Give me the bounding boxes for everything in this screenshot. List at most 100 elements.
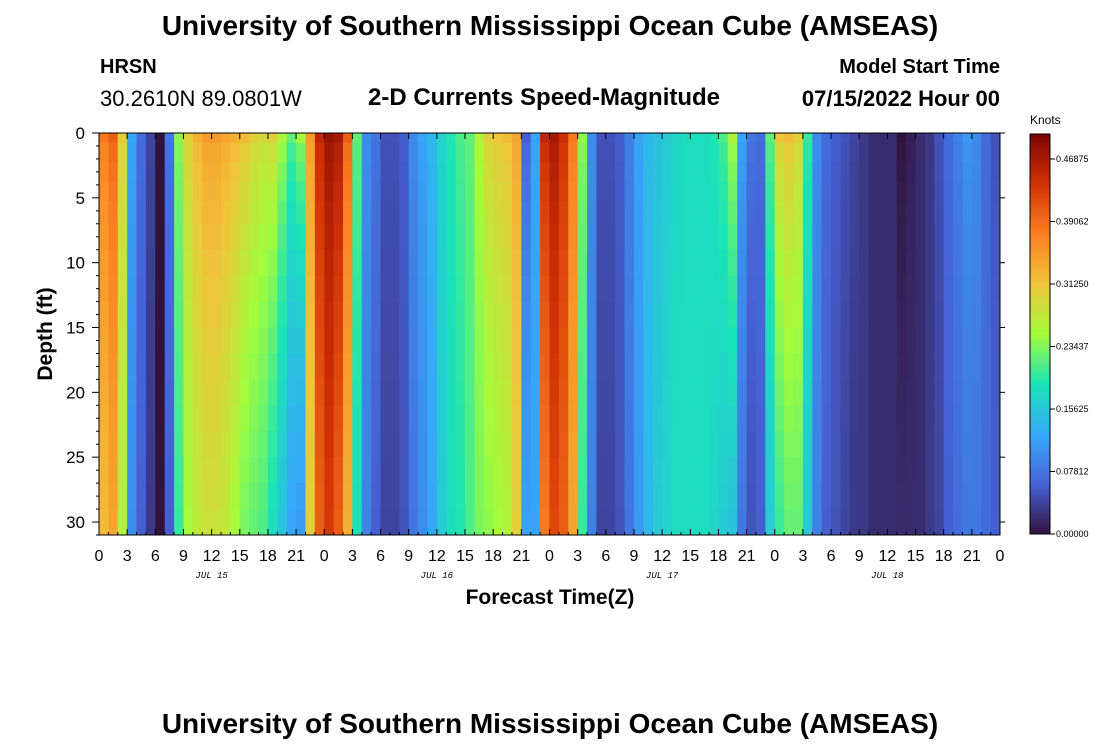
heatmap-cell (540, 133, 550, 143)
x-tick-label: 21 (738, 548, 756, 565)
heatmap-cell (268, 483, 278, 509)
heatmap-cell (765, 431, 775, 457)
heatmap-cell (427, 302, 437, 328)
heatmap-cell (690, 328, 700, 354)
heatmap-cell (878, 483, 888, 509)
heatmap-cell (531, 457, 541, 483)
heatmap-cell (512, 328, 522, 354)
y-axis-label: Depth (ft) (34, 287, 57, 380)
heatmap-cell (259, 328, 269, 354)
heatmap-cell (146, 182, 156, 202)
heatmap-cell (972, 405, 982, 431)
heatmap-cell (362, 379, 372, 405)
heatmap-cell (596, 250, 606, 276)
heatmap-cell (840, 182, 850, 202)
heatmap-cell (625, 143, 635, 163)
heatmap-cell (690, 457, 700, 483)
heatmap-cell (165, 431, 175, 457)
heatmap-cell (118, 379, 128, 405)
heatmap-cell (259, 509, 269, 535)
y-tick-label: 15 (66, 319, 85, 338)
heatmap-cell (230, 483, 240, 509)
heatmap-cell (972, 224, 982, 250)
heatmap-cell (831, 276, 841, 302)
heatmap-cell (672, 483, 682, 509)
heatmap-cell (362, 162, 372, 182)
heatmap-cell (343, 457, 353, 483)
heatmap-cell (653, 457, 663, 483)
heatmap-cell (371, 143, 381, 163)
heatmap-cell (427, 143, 437, 163)
heatmap-cell (418, 162, 428, 182)
heatmap-cell (193, 201, 203, 224)
heatmap-cell (212, 250, 222, 276)
heatmap-cell (747, 302, 757, 328)
heatmap-cell (183, 182, 193, 202)
heatmap-cell (822, 182, 832, 202)
heatmap-cell (381, 224, 391, 250)
y-tick-label: 10 (66, 254, 85, 273)
heatmap-cell (681, 379, 691, 405)
heatmap-cell (878, 405, 888, 431)
heatmap-cell (437, 328, 447, 354)
heatmap-cell (108, 143, 118, 163)
heatmap-cell (427, 405, 437, 431)
heatmap-cell (812, 379, 822, 405)
heatmap-cell (230, 405, 240, 431)
heatmap-cell (146, 405, 156, 431)
heatmap-cell (427, 133, 437, 143)
heatmap-cell (662, 224, 672, 250)
heatmap-cell (99, 143, 109, 163)
heatmap-cell (230, 431, 240, 457)
heatmap-cell (606, 483, 616, 509)
heatmap-cell (737, 483, 747, 509)
heatmap-cell (174, 182, 184, 202)
heatmap-cell (446, 302, 456, 328)
heatmap-cell (503, 405, 513, 431)
heatmap-cell (99, 328, 109, 354)
heatmap-cell (672, 457, 682, 483)
heatmap-cell (324, 457, 334, 483)
heatmap-cell (352, 353, 362, 379)
heatmap-cell (343, 201, 353, 224)
heatmap-cell (399, 250, 409, 276)
heatmap-cell (399, 405, 409, 431)
heatmap-cell (137, 302, 147, 328)
heatmap-cell (484, 457, 494, 483)
heatmap-cell (174, 143, 184, 163)
x-tick-label: 9 (179, 548, 188, 565)
heatmap-cell (944, 431, 954, 457)
heatmap-cell (747, 483, 757, 509)
heatmap-cell (916, 379, 926, 405)
heatmap-cell (155, 224, 165, 250)
heatmap-cell (887, 431, 897, 457)
heatmap-cell (887, 250, 897, 276)
heatmap-cell (474, 162, 484, 182)
heatmap-cell (981, 276, 991, 302)
heatmap-cell (944, 379, 954, 405)
heatmap-cell (709, 457, 719, 483)
heatmap-cell (268, 250, 278, 276)
heatmap-cell (371, 431, 381, 457)
heatmap-cell (118, 328, 128, 354)
heatmap-cell (268, 133, 278, 143)
heatmap-cell (916, 201, 926, 224)
heatmap-cell (859, 201, 869, 224)
heatmap-cell (690, 143, 700, 163)
heatmap-cell (709, 224, 719, 250)
heatmap-cell (324, 133, 334, 143)
heatmap-cell (221, 379, 231, 405)
heatmap-cell (906, 201, 916, 224)
heatmap-cell (981, 143, 991, 163)
heatmap-cell (794, 405, 804, 431)
heatmap-cell (230, 182, 240, 202)
heatmap-cell (822, 457, 832, 483)
heatmap-cell (202, 182, 212, 202)
heatmap-cell (446, 201, 456, 224)
heatmap-cell (202, 353, 212, 379)
heatmap-cell (634, 133, 644, 143)
heatmap-cell (756, 509, 766, 535)
heatmap-cell (521, 250, 531, 276)
heatmap-cell (127, 162, 137, 182)
heatmap-cell (371, 353, 381, 379)
